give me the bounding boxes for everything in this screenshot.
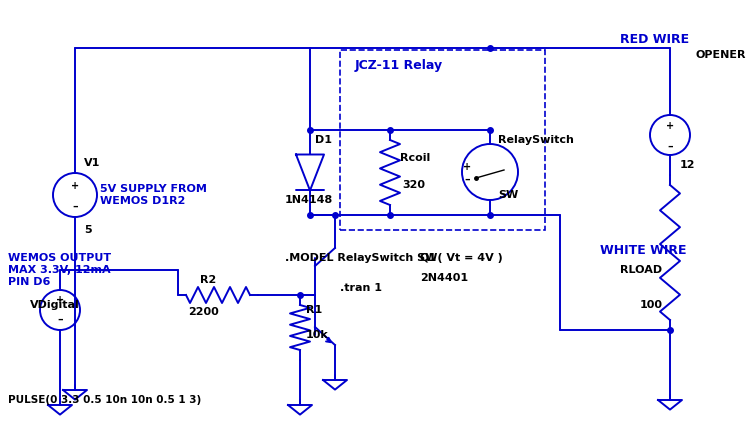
Text: Q1: Q1 xyxy=(420,253,437,263)
Text: 5V SUPPLY FROM
WEMOS D1R2: 5V SUPPLY FROM WEMOS D1R2 xyxy=(100,184,207,206)
Text: 10k: 10k xyxy=(306,330,329,340)
Text: Rcoil: Rcoil xyxy=(400,153,430,163)
Text: VDigital: VDigital xyxy=(30,300,80,310)
Text: WHITE WIRE: WHITE WIRE xyxy=(600,243,686,256)
Text: D1: D1 xyxy=(315,135,332,145)
Text: RED WIRE: RED WIRE xyxy=(620,34,689,47)
Text: 2N4401: 2N4401 xyxy=(420,273,468,283)
Text: R1: R1 xyxy=(306,305,322,315)
Bar xyxy=(340,50,545,230)
Text: 5: 5 xyxy=(84,225,92,235)
Text: V1: V1 xyxy=(84,158,101,168)
Text: +: + xyxy=(71,181,79,191)
Text: R2: R2 xyxy=(200,275,216,285)
Text: 320: 320 xyxy=(402,180,425,190)
Text: SW: SW xyxy=(498,190,518,200)
Text: +: + xyxy=(56,295,64,305)
Text: RelaySwitch: RelaySwitch xyxy=(498,135,574,145)
Text: .tran 1: .tran 1 xyxy=(340,283,382,293)
Text: +: + xyxy=(463,162,471,172)
Text: –: – xyxy=(667,142,673,152)
Text: .MODEL RelaySwitch SW( Vt = 4V ): .MODEL RelaySwitch SW( Vt = 4V ) xyxy=(285,253,502,263)
Text: RLOAD: RLOAD xyxy=(620,265,662,275)
Text: –: – xyxy=(57,315,63,325)
Text: 2200: 2200 xyxy=(188,307,219,317)
Text: 100: 100 xyxy=(640,300,663,310)
Text: 1N4148: 1N4148 xyxy=(285,195,333,205)
Text: PULSE(0 3.3 0.5 10n 10n 0.5 1 3): PULSE(0 3.3 0.5 10n 10n 0.5 1 3) xyxy=(8,395,201,405)
Text: JCZ-11 Relay: JCZ-11 Relay xyxy=(355,58,443,72)
Text: 12: 12 xyxy=(680,160,695,170)
Text: +: + xyxy=(666,121,674,131)
Text: –: – xyxy=(464,175,470,185)
Text: –: – xyxy=(72,202,78,212)
Text: WEMOS OUTPUT
MAX 3.3V, 12mA
PIN D6: WEMOS OUTPUT MAX 3.3V, 12mA PIN D6 xyxy=(8,253,111,286)
Text: OPENER: OPENER xyxy=(695,50,746,60)
